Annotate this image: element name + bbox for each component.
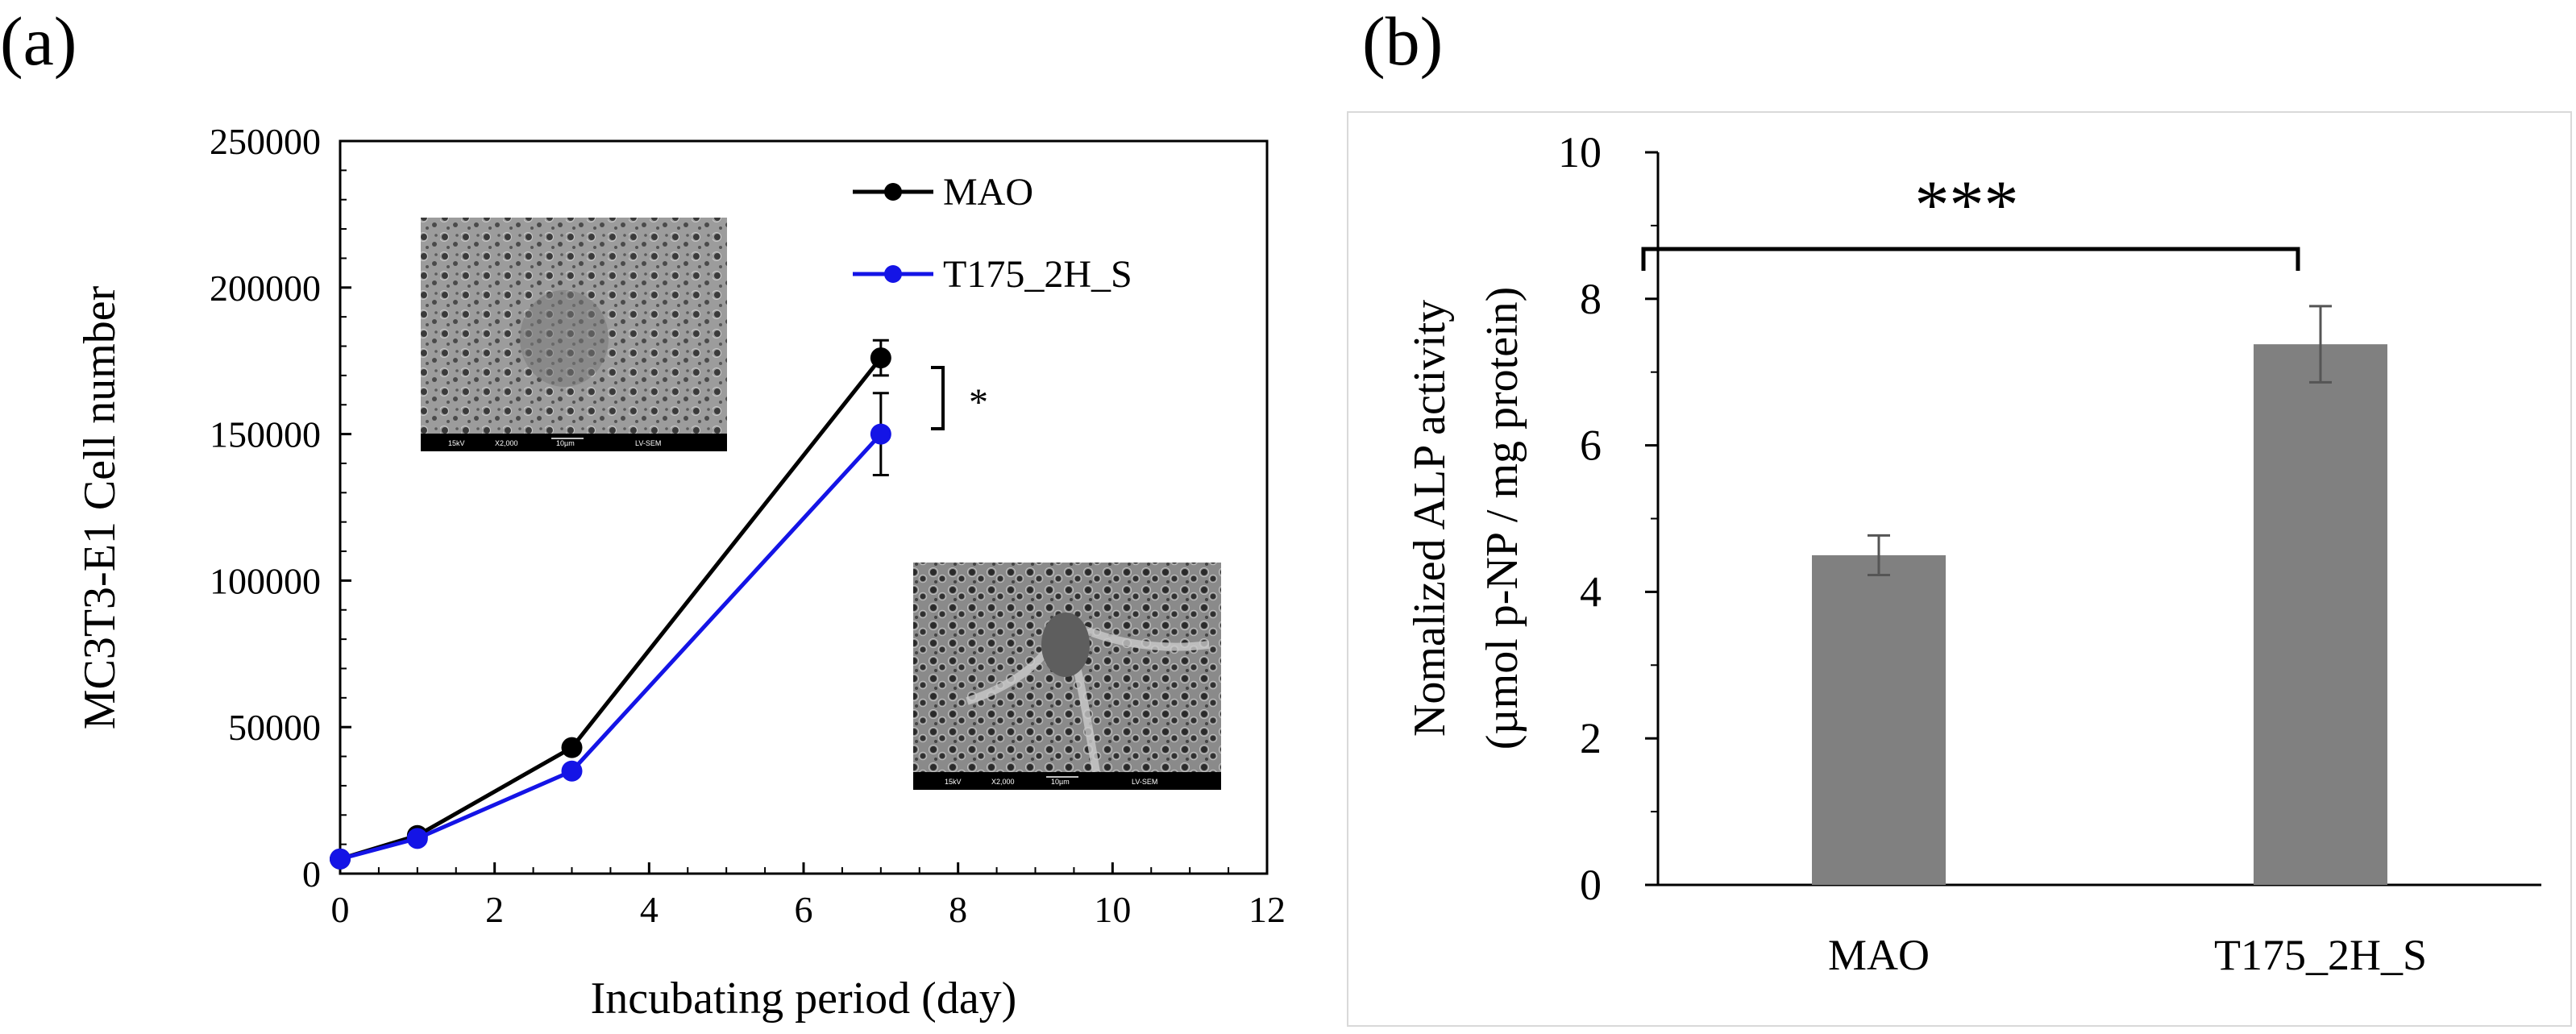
- sem-2-scale: 10µm: [1051, 778, 1070, 786]
- legend-marker-t175: [884, 265, 902, 283]
- data-point-t175: [870, 423, 891, 445]
- sem-1-voltage: 15kV: [448, 439, 465, 447]
- panel-b-label: (b): [1362, 2, 1443, 80]
- y-axis-title-b-line1: Nomalized ALP activity: [1405, 300, 1455, 737]
- panel-b: (b) 0 2 4 6 8 10 MAO T175_2H_S Nomalized ALP …: [1347, 2, 2572, 1027]
- sem-1-mode: LV-SEM: [635, 439, 661, 447]
- sem-2-mode: LV-SEM: [1132, 778, 1157, 786]
- legend-a: MAO T175_2H_S: [853, 171, 1132, 296]
- x-tick-label-a: 2: [485, 889, 504, 930]
- significance-bracket-a: [931, 366, 945, 430]
- y-tick-label-b: 0: [1580, 861, 1602, 909]
- panel-a-label: (a): [0, 2, 77, 80]
- x-axis-title-a: Incubating period (day): [591, 974, 1017, 1024]
- sem-inset-2: 15kV X2,000 10µm LV-SEM: [913, 563, 1221, 790]
- y-tick-label-b: 10: [1558, 128, 1602, 176]
- x-tick-label-a: 8: [949, 889, 967, 930]
- y-axis-title-a: MC3T3-E1 Cell number: [75, 285, 125, 729]
- significance-label-a: *: [969, 381, 988, 424]
- y-tick-label-a: 50000: [228, 707, 321, 748]
- series-group-a: [330, 338, 891, 870]
- data-point-t175: [561, 760, 583, 782]
- y-tick-labels-b: 0 2 4 6 8 10: [1558, 128, 1602, 909]
- y-tick-label-b: 4: [1580, 567, 1602, 616]
- bar-mao: [1812, 554, 1946, 885]
- sem-1-magnification: X2,000: [495, 439, 518, 447]
- bar-t175: [2254, 344, 2387, 886]
- y-tick-label-a: 250000: [210, 121, 321, 162]
- panel-a: (a) 0 50000 100000 150000 200000 250000 0 2 4 6 8…: [0, 2, 1286, 1024]
- sem-inset-1: 15kV X2,000 10µm LV-SEM: [421, 218, 727, 451]
- bars-b: [1812, 305, 2387, 886]
- y-tick-labels-a: 0 50000 100000 150000 200000 250000: [210, 121, 321, 895]
- significance-label-b: ***: [1915, 166, 2019, 243]
- series-line-t175: [339, 432, 883, 862]
- significance-bracket-b: [1641, 247, 2300, 271]
- category-label-mao: MAO: [1828, 931, 1930, 979]
- y-tick-label-a: 0: [302, 853, 321, 895]
- y-axis-title-b-line2: (µmol p-NP / mg protein): [1477, 287, 1527, 750]
- data-point-mao: [561, 737, 583, 758]
- axis-ticks-b: [1645, 151, 1658, 887]
- x-tick-label-a: 6: [795, 889, 813, 930]
- y-tick-label-b: 2: [1580, 714, 1602, 762]
- x-tick-label-a: 12: [1249, 889, 1286, 930]
- x-tick-label-a: 10: [1094, 889, 1131, 930]
- sem-2-magnification: X2,000: [991, 778, 1015, 786]
- y-tick-label-a: 100000: [210, 560, 321, 601]
- y-tick-label-a: 150000: [210, 414, 321, 455]
- y-tick-label-b: 8: [1580, 275, 1602, 323]
- x-tick-label-a: 0: [331, 889, 350, 930]
- legend-label-mao: MAO: [943, 171, 1033, 214]
- legend-label-t175: T175_2H_S: [943, 253, 1132, 296]
- data-point-mao: [870, 347, 891, 369]
- sem-1-scale: 10µm: [556, 439, 575, 447]
- legend-marker-mao: [884, 183, 902, 201]
- sem-2-voltage: 15kV: [945, 778, 962, 786]
- x-tick-labels-a: 0 2 4 6 8 10 12: [331, 889, 1286, 930]
- x-tick-label-a: 4: [640, 889, 659, 930]
- axis-ticks-a: [339, 139, 1269, 875]
- y-tick-label-b: 6: [1580, 421, 1602, 470]
- panel-b-border: [1347, 111, 2572, 1027]
- data-point-t175: [406, 828, 428, 849]
- data-point-t175: [330, 848, 351, 870]
- category-label-t175: T175_2H_S: [2214, 931, 2427, 979]
- y-tick-label-a: 200000: [210, 268, 321, 309]
